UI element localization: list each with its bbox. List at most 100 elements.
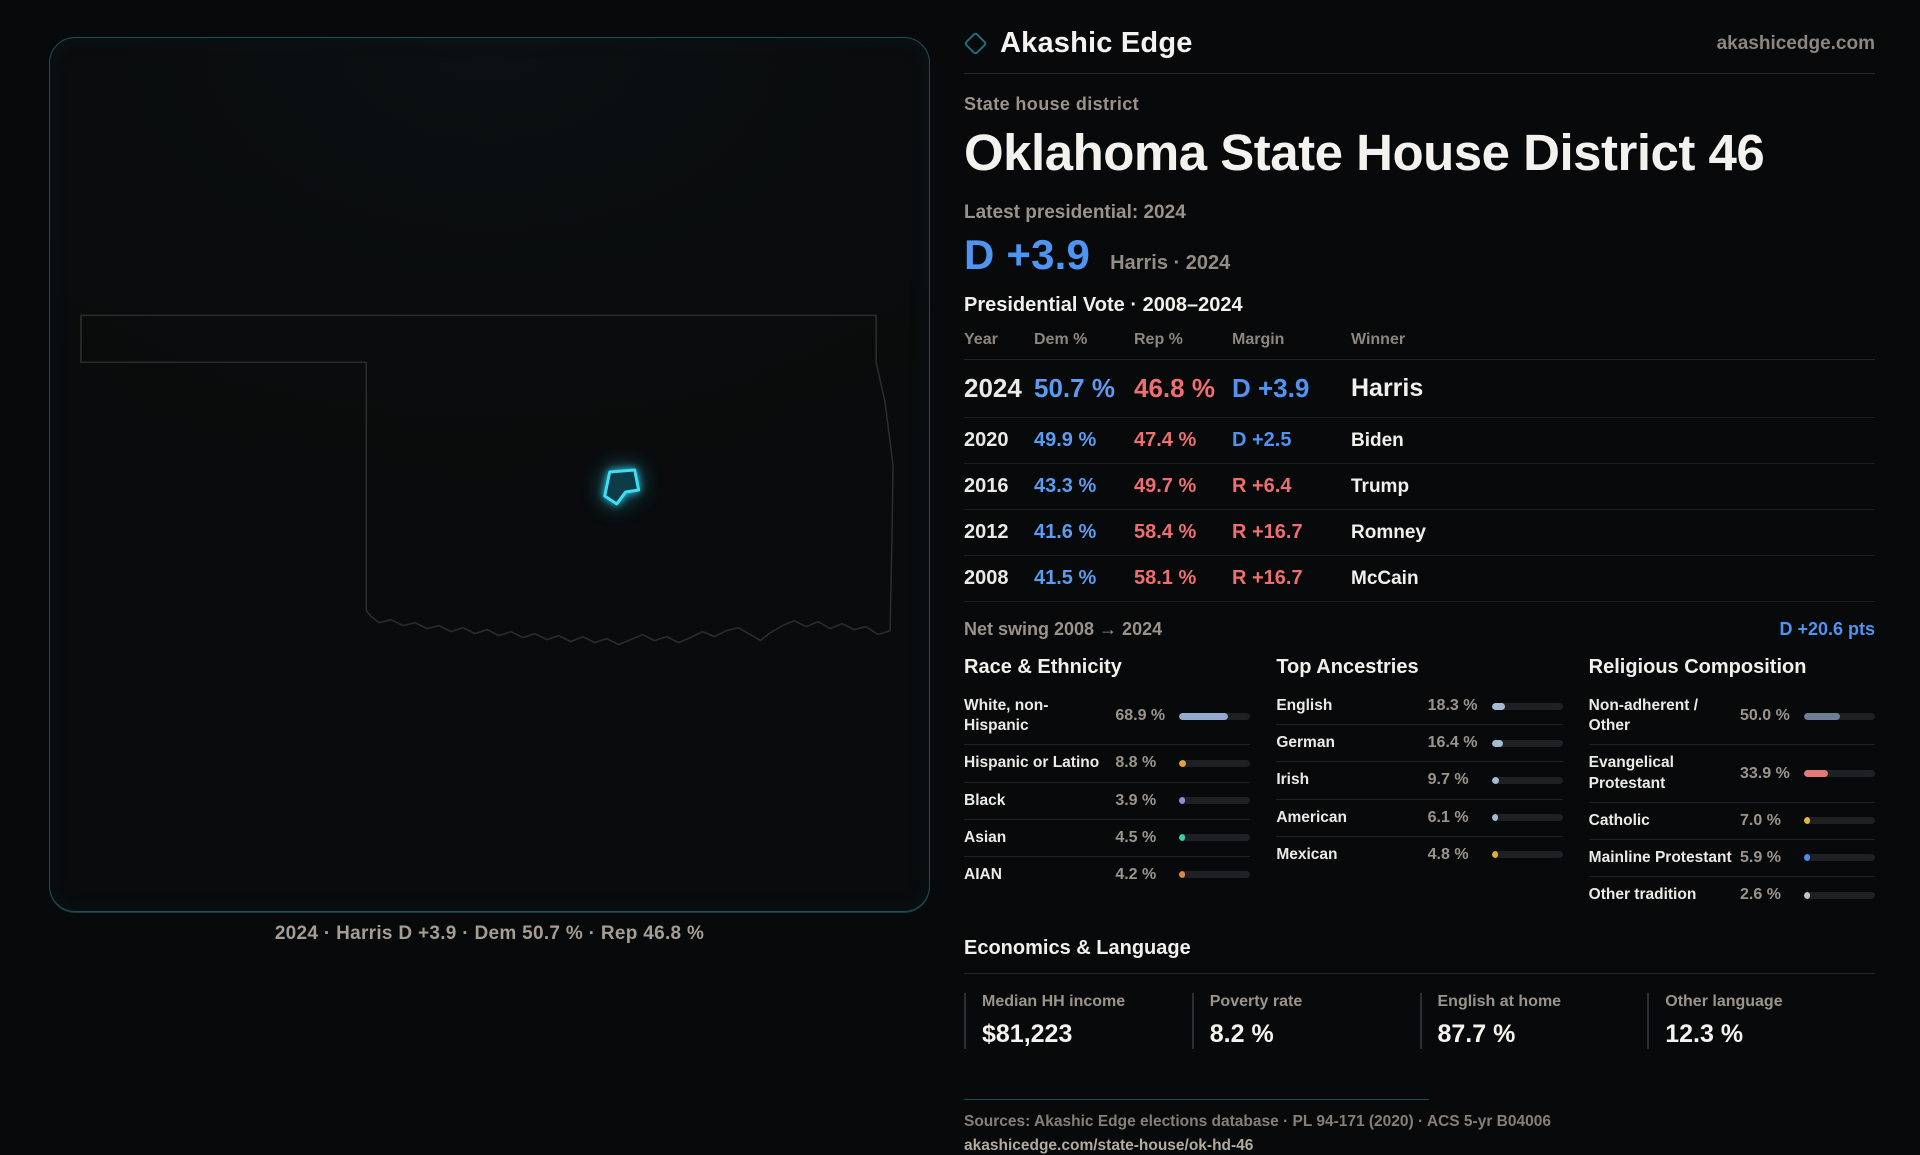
demographics-section: Race & Ethnicity White, non-Hispanic 68.…	[964, 656, 1875, 913]
demo-value: 4.8 %	[1427, 845, 1469, 863]
table-row-2012: 2012 41.6 % 58.4 % R +16.7 Romney	[964, 510, 1875, 557]
state-map-panel	[49, 37, 930, 912]
demo-value: 2.6 %	[1740, 886, 1781, 904]
col-header-margin: Margin	[1232, 331, 1285, 349]
demo-label: AIAN	[964, 865, 1002, 883]
demo-row: American 6.1 %	[1276, 798, 1563, 836]
demo-bar-fill	[1491, 776, 1499, 784]
net-swing-row: Net swing 2008 → 2024 D +20.6 pts	[964, 604, 1875, 640]
demo-label: Black	[964, 791, 1006, 809]
sources-text: Sources: Akashic Edge elections database…	[964, 1113, 1551, 1131]
map-caption: 2024 · Harris D +3.9 · Dem 50.7 % · Rep …	[274, 923, 705, 944]
race-ethnicity-column: Race & Ethnicity White, non-Hispanic 68.…	[964, 656, 1251, 913]
demo-bar-fill	[1804, 817, 1810, 825]
margin-cell: D +3.9	[1232, 373, 1310, 404]
margin-cell: R +16.7	[1232, 521, 1303, 544]
report-panel: Akashic Edge akashicedge.com State house…	[963, 0, 1875, 1155]
demo-bar	[1804, 712, 1875, 720]
demo-bar	[1491, 814, 1563, 822]
demo-bar	[1491, 702, 1563, 710]
demo-row: Black 3.9 %	[964, 781, 1251, 819]
demo-row: Evangelical Protestant 33.9 %	[1588, 744, 1875, 801]
headline-margin: D +3.9	[964, 231, 1091, 279]
year-cell: 2016	[964, 475, 1009, 498]
stat-value: 87.7 %	[1437, 1020, 1516, 1049]
winner-cell: Harris	[1351, 374, 1424, 403]
year-cell: 2008	[964, 567, 1009, 590]
table-row-2016: 2016 43.3 % 49.7 % R +6.4 Trump	[964, 464, 1875, 511]
demo-value: 8.8 %	[1115, 754, 1157, 772]
economics-title: Economics & Language	[964, 937, 1875, 975]
economics-stats: Median HH income $81,223 Poverty rate 8.…	[964, 993, 1875, 1050]
year-cell: 2012	[964, 521, 1009, 544]
latest-presidential-label: Latest presidential: 2024	[964, 202, 1186, 224]
dem-cell: 41.6 %	[1034, 521, 1097, 544]
demo-row: AIAN 4.2 %	[964, 855, 1251, 893]
demo-label: Hispanic or Latino	[964, 754, 1100, 772]
winner-cell: Trump	[1351, 475, 1410, 497]
table-header-row: Year Dem % Rep % Margin Winner	[964, 325, 1875, 361]
demo-row: English 18.3 %	[1276, 688, 1563, 724]
demo-row: Irish 9.7 %	[1276, 761, 1563, 798]
religion-column: Religious Composition Non-adherent / Oth…	[1588, 656, 1875, 913]
footer: Sources: Akashic Edge elections database…	[964, 1099, 1875, 1155]
permalink[interactable]: akashicedge.com/state-house/ok-hd-46	[964, 1137, 1254, 1155]
demo-bar	[1804, 770, 1875, 778]
winner-cell: McCain	[1351, 567, 1419, 589]
dem-cell: 49.9 %	[1034, 429, 1097, 452]
brand-name: Akashic Edge	[1000, 27, 1193, 59]
dem-cell: 41.5 %	[1034, 567, 1097, 590]
demo-value: 68.9 %	[1115, 707, 1166, 725]
demo-bar	[1179, 871, 1251, 879]
demo-bar-fill	[1804, 770, 1829, 778]
demo-label: Mainline Protestant	[1588, 848, 1732, 866]
demo-label: American	[1276, 808, 1347, 826]
demo-value: 4.5 %	[1115, 828, 1157, 846]
demo-bar	[1179, 712, 1251, 720]
margin-cell: R +6.4	[1232, 475, 1292, 498]
demo-row: Mexican 4.8 %	[1276, 835, 1563, 873]
district-46-shape	[603, 468, 641, 506]
stat-english-at-home: English at home 87.7 %	[1419, 993, 1648, 1050]
demo-row: Non-adherent / Other 50.0 %	[1589, 688, 1875, 744]
demo-row: Hispanic or Latino 8.8 %	[964, 744, 1251, 781]
stat-median-income: Median HH income $81,223	[964, 993, 1192, 1050]
demo-bar	[1491, 851, 1563, 859]
race-ethnicity-title: Race & Ethnicity	[964, 656, 1122, 679]
oklahoma-outline	[80, 314, 894, 646]
demo-label: Mexican	[1276, 845, 1338, 863]
demo-bar-fill	[1179, 712, 1229, 720]
site-link[interactable]: akashicedge.com	[1716, 32, 1875, 54]
rep-cell: 58.1 %	[1134, 567, 1197, 590]
rep-cell: 49.7 %	[1134, 475, 1197, 498]
col-header-rep: Rep %	[1134, 331, 1183, 349]
demo-value: 6.1 %	[1427, 808, 1469, 826]
demo-bar-fill	[1804, 854, 1810, 862]
presidential-vote-table: Year Dem % Rep % Margin Winner 2024 50.7…	[964, 325, 1875, 603]
demo-row: German 16.4 %	[1276, 724, 1563, 761]
demo-label: Irish	[1276, 771, 1310, 789]
stat-label: Median HH income	[982, 993, 1126, 1011]
demo-value: 33.9 %	[1740, 764, 1790, 782]
net-swing-label: Net swing 2008 → 2024	[964, 619, 1163, 640]
margin-cell: R +16.7	[1232, 567, 1303, 590]
demo-bar-fill	[1491, 739, 1504, 747]
demo-bar-fill	[1804, 891, 1810, 899]
winner-cell: Romney	[1351, 521, 1426, 543]
demo-bar-fill	[1179, 797, 1186, 805]
demo-row: Asian 4.5 %	[964, 818, 1251, 856]
margin-cell: D +2.5	[1232, 429, 1292, 452]
stat-value: $81,223	[982, 1020, 1073, 1049]
rep-cell: 46.8 %	[1134, 373, 1215, 404]
rep-cell: 58.4 %	[1134, 521, 1197, 544]
net-swing-value: D +20.6 pts	[1779, 619, 1875, 640]
demo-label: White, non-Hispanic	[964, 697, 1049, 735]
year-cell: 2024	[964, 373, 1022, 404]
col-header-year: Year	[964, 331, 998, 349]
demo-bar-fill	[1804, 712, 1840, 720]
demo-value: 16.4 %	[1427, 734, 1478, 752]
demo-row: Other tradition 2.6 %	[1588, 875, 1875, 913]
kicker: State house district	[964, 94, 1140, 114]
demo-bar-fill	[1179, 871, 1186, 879]
demo-label: Evangelical Protestant	[1588, 754, 1674, 792]
